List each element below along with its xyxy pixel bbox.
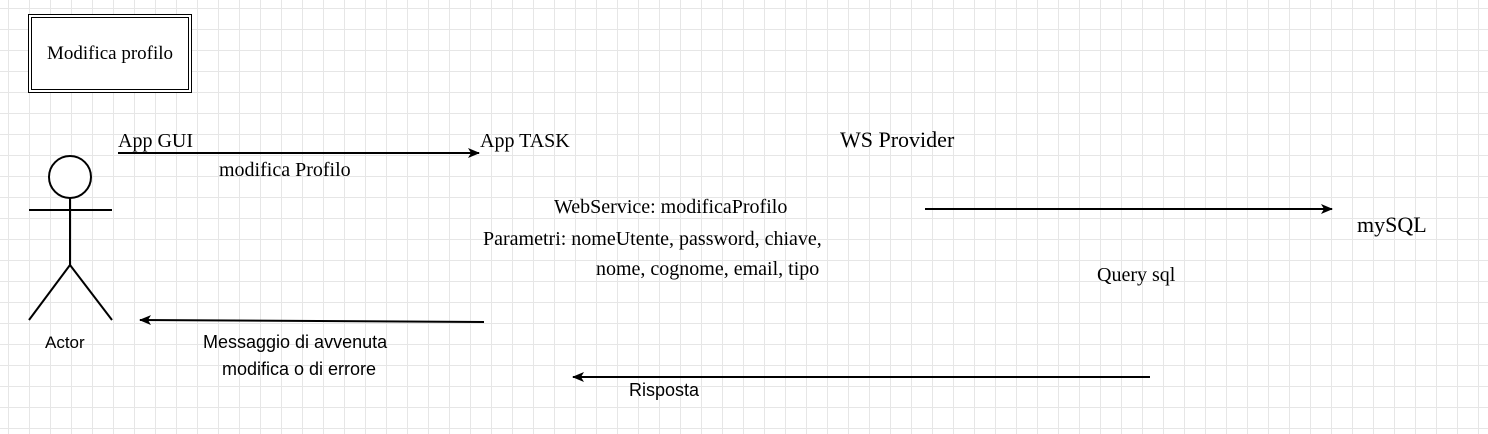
actor-head [48, 155, 92, 199]
actor-stick-figure[interactable] [28, 155, 113, 321]
message-webservice-line2: Parametri: nomeUtente, password, chiave, [483, 228, 822, 250]
diagram-frame[interactable]: Modifica profilo [28, 14, 192, 93]
message-modifica-profilo: modifica Profilo [219, 159, 351, 181]
message-risposta: Risposta [629, 380, 700, 400]
message-esito-line1: Messaggio di avvenuta [203, 332, 388, 352]
arrow-esito[interactable] [139, 315, 485, 326]
actor-label: Actor [45, 333, 85, 352]
frame-title: Modifica profilo [46, 42, 174, 64]
participant-app-task: App TASK [480, 130, 570, 152]
message-query-sql: Query sql [1097, 264, 1176, 286]
participant-app-gui: App GUI [118, 130, 193, 152]
actor-left-leg [28, 264, 71, 321]
actor-right-leg [69, 264, 113, 321]
message-esito-line2: modifica o di errore [222, 359, 377, 379]
message-webservice-line1: WebService: modificaProfilo [554, 196, 788, 218]
participant-ws-provider: WS Provider [840, 127, 955, 152]
message-webservice-line3: nome, cognome, email, tipo [596, 258, 820, 280]
participant-mysql: mySQL [1357, 212, 1427, 237]
